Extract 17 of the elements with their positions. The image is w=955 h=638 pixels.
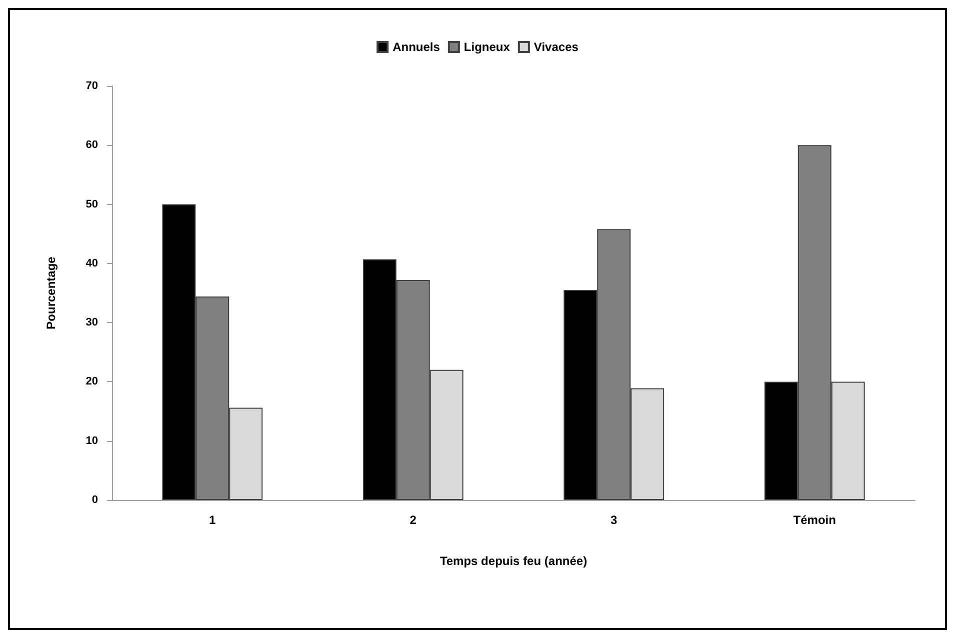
y-tick-label: 60 xyxy=(86,139,98,152)
x-tick-label: Témoin xyxy=(793,513,836,527)
x-tick-label: 3 xyxy=(610,513,618,527)
x-axis-title: Temps depuis feu (année) xyxy=(440,554,588,568)
y-tick-label: 0 xyxy=(92,494,98,506)
y-axis-title: Pourcentage xyxy=(44,256,58,330)
y-tick-label: 10 xyxy=(86,434,98,447)
y-tick-label: 20 xyxy=(86,376,98,388)
y-tick-label: 50 xyxy=(86,198,98,210)
x-tick-label: 1 xyxy=(209,513,216,527)
y-tick-label: 40 xyxy=(86,257,98,270)
legend-label: Annuels xyxy=(392,40,440,54)
legend-label: Ligneux xyxy=(464,40,510,54)
y-tick-label: 30 xyxy=(86,316,98,329)
y-tick-label: 70 xyxy=(86,80,98,92)
x-tick-label: 2 xyxy=(410,513,417,527)
legend-label: Vivaces xyxy=(534,40,579,54)
